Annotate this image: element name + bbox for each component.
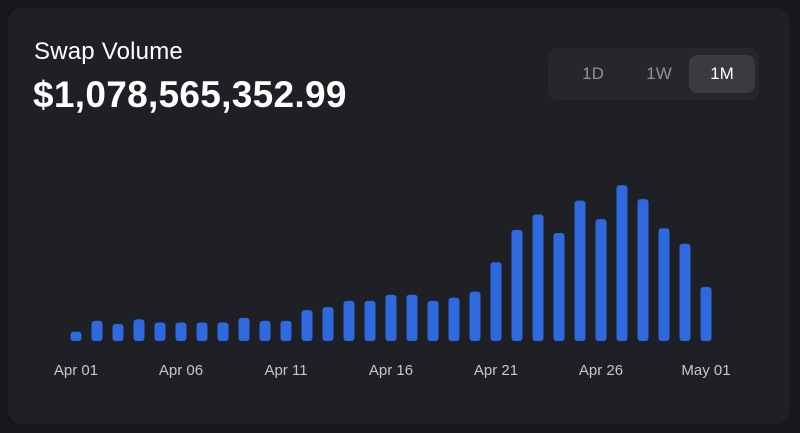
bar-apr-20[interactable] [469,291,481,341]
swap-volume-value: $1,078,565,352.99 [33,74,347,115]
bar-apr-11[interactable] [280,320,292,341]
bar-may-01[interactable] [700,287,712,341]
swap-volume-card: Swap Volume $1,078,565,352.99 1D 1W 1M A… [8,8,790,424]
x-tick-label: May 01 [681,362,730,379]
bar-apr-10[interactable] [259,320,271,341]
x-tick-label: Apr 06 [159,362,203,379]
bar-apr-30[interactable] [679,243,691,341]
bar-apr-17[interactable] [406,294,418,341]
bar-apr-29[interactable] [658,228,670,341]
bar-apr-13[interactable] [322,307,334,341]
bar-apr-06[interactable] [175,322,187,342]
bar-apr-05[interactable] [154,322,166,342]
bar-apr-22[interactable] [511,229,523,341]
range-1d-button[interactable]: 1D [582,64,604,83]
range-1w-button[interactable]: 1W [646,64,672,83]
swap-volume-bar-chart: Apr 01 Apr 06 Apr 11 Apr 16 Apr 21 Apr 26 May … [54,185,731,379]
range-1m-button[interactable]: 1M [689,55,755,93]
bar-apr-08[interactable] [217,322,229,342]
bar-apr-23[interactable] [532,214,544,342]
bar-apr-21[interactable] [490,262,502,341]
x-tick-label: Apr 21 [474,362,518,379]
bar-apr-24[interactable] [553,233,565,341]
card-title: Swap Volume [34,38,183,65]
bar-apr-25[interactable] [574,200,586,341]
bar-apr-15[interactable] [364,300,376,341]
bar-apr-14[interactable] [343,300,355,341]
bar-apr-19[interactable] [448,297,460,341]
bar-apr-12[interactable] [301,310,313,341]
bar-apr-27[interactable] [616,185,628,341]
x-tick-label: Apr 01 [54,362,98,379]
x-tick-label: Apr 16 [369,362,413,379]
bar-apr-28[interactable] [637,199,649,341]
bar-apr-07[interactable] [196,322,208,342]
x-tick-label: Apr 26 [579,362,623,379]
bar-apr-01[interactable] [70,331,82,341]
x-tick-label: Apr 11 [264,362,307,379]
bar-apr-04[interactable] [133,319,145,341]
time-range-toggle: 1D 1W 1M [548,48,759,100]
bar-apr-03[interactable] [112,324,124,341]
bar-apr-18[interactable] [427,300,439,341]
bar-apr-09[interactable] [238,317,250,341]
bar-apr-16[interactable] [385,294,397,341]
bar-apr-26[interactable] [595,219,607,341]
bar-apr-02[interactable] [91,320,103,341]
